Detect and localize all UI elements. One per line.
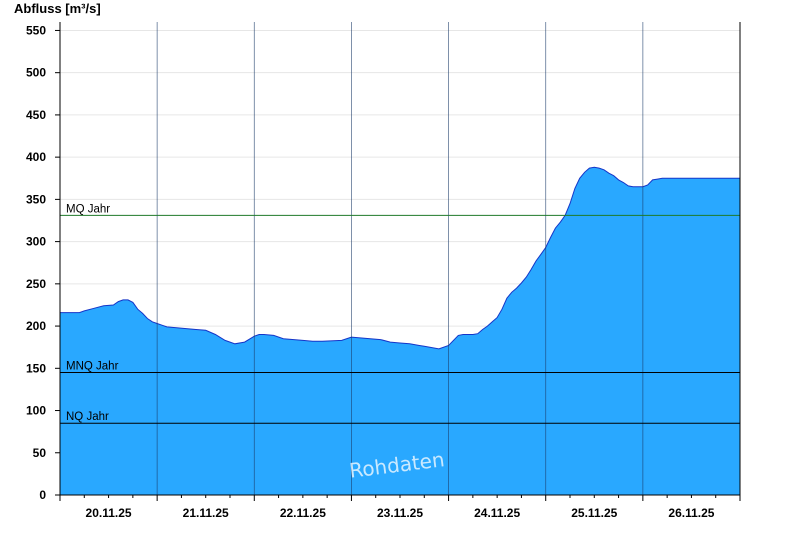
y-tick-label: 100: [26, 404, 46, 418]
y-tick-label: 150: [26, 361, 46, 375]
y-tick-label: 450: [26, 108, 46, 122]
y-tick-label: 0: [39, 488, 46, 502]
x-tick-label: 20.11.25: [86, 506, 132, 520]
discharge-area: [60, 167, 740, 496]
y-tick-label: 200: [26, 319, 46, 333]
x-tick-label: 21.11.25: [183, 506, 229, 520]
y-tick-label: 300: [26, 235, 46, 249]
y-axis-ticks: 0 50 100 150 200 250 300 350 400 450 500 550: [26, 23, 60, 502]
y-tick-label: 250: [26, 277, 46, 291]
reference-lines: MQ Jahr MNQ Jahr NQ Jahr: [60, 203, 740, 424]
x-tick-label: 25.11.25: [571, 506, 617, 520]
y-tick-label: 50: [33, 446, 47, 460]
y-tick-label: 400: [26, 150, 46, 164]
reference-line-label: NQ Jahr: [66, 411, 109, 423]
reference-line-label: MQ Jahr: [66, 203, 110, 215]
y-tick-label: 350: [26, 192, 46, 206]
x-tick-label: 22.11.25: [280, 506, 326, 520]
x-axis-ticks: 20.11.25 21.11.25 22.11.25 23.11.25 24.11.25…: [59, 495, 741, 520]
x-tick-label: 26.11.25: [668, 506, 714, 520]
x-tick-label: 24.11.25: [474, 506, 520, 520]
y-axis-title: Abfluss [m³/s]: [14, 1, 101, 16]
discharge-line: [60, 166, 740, 350]
day-separators: [156, 22, 644, 495]
y-tick-label: 500: [26, 66, 46, 80]
reference-line-label: MNQ Jahr: [66, 361, 119, 373]
y-tick-label: 550: [26, 23, 46, 37]
x-tick-label: 23.11.25: [377, 506, 423, 520]
